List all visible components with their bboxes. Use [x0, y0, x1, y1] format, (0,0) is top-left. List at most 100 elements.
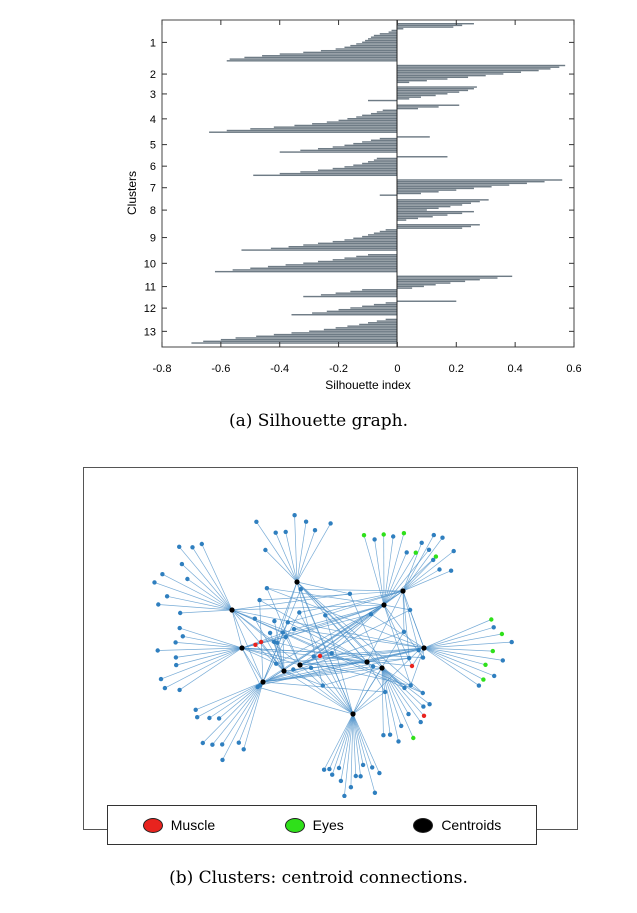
node-32 — [173, 655, 179, 660]
bar-cluster-11-4 — [397, 280, 466, 283]
bar-cluster-2-6 — [397, 73, 504, 75]
bar-cluster-12-4 — [362, 305, 398, 308]
edge-34 — [175, 642, 243, 649]
centroid-node-4 — [229, 607, 235, 613]
edge-50 — [352, 713, 364, 765]
node-54 — [342, 793, 347, 798]
caption-b: (b) Clusters: centroid connections. — [169, 868, 468, 888]
edge-6 — [296, 521, 307, 583]
bar-cluster-10-11 — [214, 270, 398, 273]
bar-cluster-9-6 — [373, 232, 398, 234]
bar-cluster-13-12 — [235, 337, 398, 339]
edge-102 — [300, 588, 404, 592]
node-39 — [220, 757, 225, 763]
edge-67 — [381, 667, 399, 742]
edge-74 — [423, 647, 493, 652]
node-116 — [308, 665, 314, 670]
edge-22 — [162, 573, 233, 611]
bar-cluster-11-7 — [397, 285, 424, 288]
bar-cluster-5-10 — [279, 151, 398, 153]
edge-77 — [423, 647, 495, 677]
bar-cluster-1-6 — [388, 31, 398, 33]
edge-73 — [423, 641, 512, 649]
edge-187 — [383, 604, 413, 667]
bar-cluster-6-8 — [332, 167, 398, 170]
edge-143 — [241, 647, 277, 665]
nodes-layer — [152, 513, 514, 798]
bar-cluster-7-6 — [397, 187, 474, 190]
bar-cluster-6-7 — [344, 166, 398, 168]
node-6 — [303, 519, 309, 524]
bar-cluster-11-9 — [362, 289, 398, 291]
node-94 — [408, 683, 413, 688]
edge-78 — [423, 647, 484, 680]
bar-cluster-9-16 — [241, 249, 398, 251]
bar-cluster-9-3 — [397, 227, 463, 229]
edge-154 — [262, 631, 405, 683]
edge-133 — [296, 581, 350, 595]
edge-23 — [187, 578, 233, 611]
bar-cluster-4-15 — [250, 128, 398, 130]
bar-cluster-11-11 — [335, 292, 398, 294]
node-50 — [360, 762, 366, 768]
node-55 — [338, 778, 344, 784]
bar-cluster-11-6 — [397, 284, 436, 286]
edge-126 — [352, 649, 419, 715]
edge-7 — [296, 530, 316, 583]
node-87 — [253, 642, 258, 647]
edge-116 — [241, 628, 295, 649]
eyes-swatch-icon — [284, 817, 305, 833]
node-67 — [396, 739, 401, 744]
plot-frame — [161, 19, 575, 348]
node-83 — [431, 557, 436, 563]
edge-32 — [175, 647, 243, 658]
bar-cluster-1-15 — [344, 46, 398, 49]
centroid-node-5 — [239, 645, 245, 651]
x-tick-label--0.2: -0.2 — [329, 363, 348, 375]
bar-cluster-10-2 — [356, 255, 398, 258]
node-16 — [426, 547, 432, 552]
x-tick-label-0.4: 0.4 — [507, 363, 522, 375]
node-75 — [500, 658, 505, 663]
bar-cluster-1-23 — [226, 60, 398, 62]
bar-cluster-13-9 — [291, 332, 398, 334]
edge-211 — [299, 647, 425, 666]
edge-130 — [262, 612, 300, 683]
x-tick-label--0.8: -0.8 — [153, 363, 172, 375]
edge-29 — [164, 647, 243, 689]
node-64 — [406, 711, 411, 717]
node-22 — [160, 572, 165, 577]
x-tick-label-0: 0 — [394, 363, 400, 375]
centroid-node-6 — [260, 679, 266, 685]
bar-cluster-4-9 — [347, 118, 398, 120]
bar-cluster-2-8 — [397, 76, 469, 79]
edge-84 — [402, 550, 454, 592]
edge-134 — [231, 593, 350, 611]
node-124 — [409, 663, 415, 669]
centroid-node-3 — [400, 588, 406, 594]
edge-31 — [176, 647, 243, 666]
bar-cluster-8-9 — [397, 212, 463, 215]
edge-183 — [299, 655, 321, 666]
node-80 — [419, 540, 424, 545]
legend-label-muscle: Muscle — [170, 817, 216, 833]
edge-2 — [256, 521, 298, 583]
bar-cluster-11-1 — [397, 275, 513, 278]
bar-cluster-7-1 — [397, 179, 563, 181]
edge-85 — [402, 569, 440, 592]
bar-cluster-1-5 — [391, 29, 398, 32]
edge-57 — [331, 713, 354, 775]
edge-75 — [423, 647, 503, 661]
bar-cluster-8-8 — [397, 210, 474, 213]
edge-8 — [296, 523, 331, 583]
node-105 — [297, 610, 302, 615]
network-panel: Muscle Eyes Centroids — [83, 467, 578, 845]
bar-cluster-4-17 — [209, 131, 398, 133]
edge-97 — [383, 604, 412, 686]
edge-47 — [352, 713, 380, 774]
node-44 — [207, 715, 212, 721]
node-9 — [361, 533, 367, 538]
bar-cluster-1-20 — [262, 55, 398, 57]
bar-cluster-4-6 — [370, 112, 398, 115]
edge-180 — [285, 604, 385, 638]
